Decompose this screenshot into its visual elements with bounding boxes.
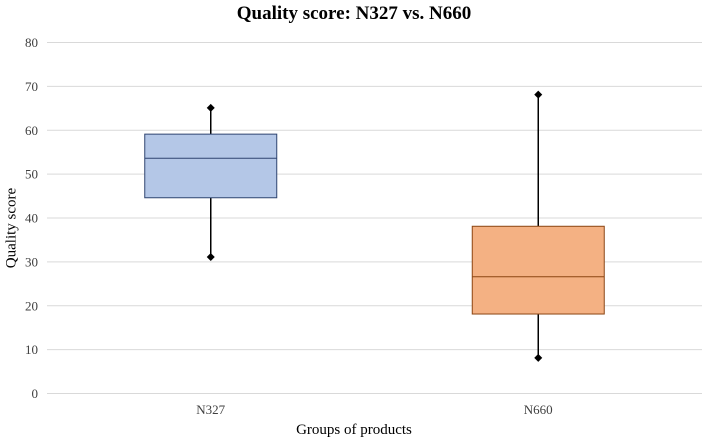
y-tick-label: 40 (25, 211, 38, 226)
box-N327 (144, 133, 278, 199)
max-marker (206, 103, 215, 112)
min-marker (534, 353, 543, 362)
y-tick-label: 10 (25, 342, 38, 357)
x-axis-label: Groups of products (296, 422, 412, 438)
y-tick-label: 50 (25, 167, 38, 182)
x-tick-label: N660 (524, 402, 553, 417)
y-tick-label: 30 (25, 254, 38, 269)
y-tick-label: 0 (32, 386, 39, 401)
x-tick-label: N327 (196, 402, 225, 417)
y-axis-label: Quality score (3, 187, 20, 269)
y-tick-label: 20 (25, 298, 38, 313)
box-N660 (471, 225, 605, 315)
chart-title: Quality score: N327 vs. N660 (236, 3, 472, 24)
max-marker (534, 90, 543, 99)
y-tick-label: 70 (25, 79, 38, 94)
min-marker (206, 252, 215, 261)
y-tick-label: 60 (25, 123, 38, 138)
y-tick-label: 80 (25, 35, 38, 50)
